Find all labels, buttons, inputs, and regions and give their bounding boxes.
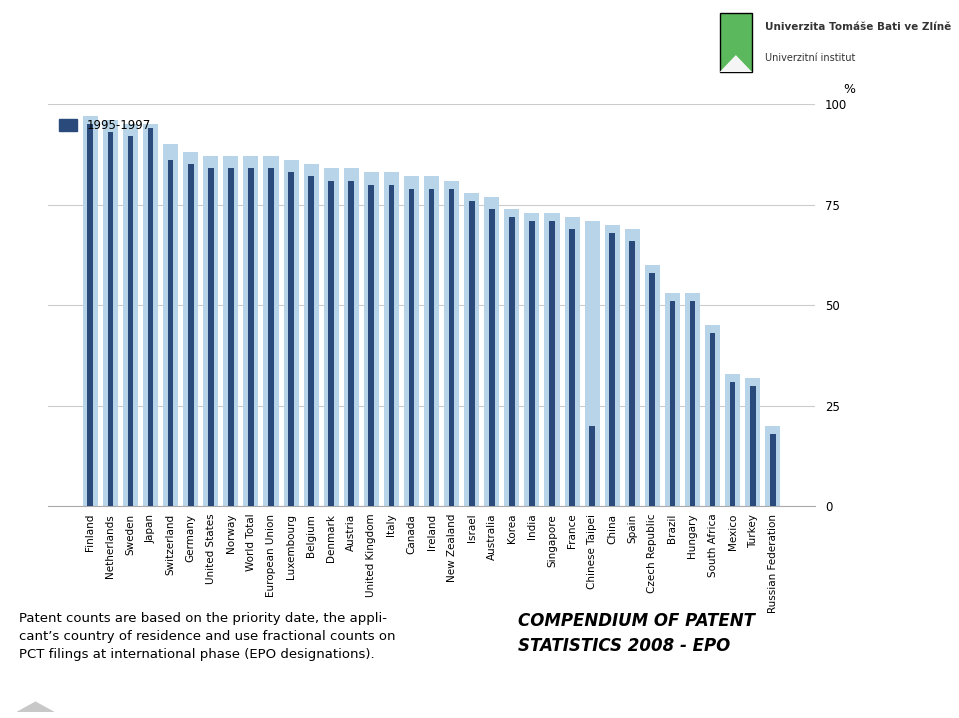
Bar (644, 265, 660, 506)
FancyBboxPatch shape (719, 13, 752, 72)
Bar (343, 169, 359, 506)
Text: COMPENDIUM OF PATENT
STATISTICS 2008 - EPO: COMPENDIUM OF PATENT STATISTICS 2008 - E… (518, 612, 755, 656)
Bar (469, 200, 475, 506)
Bar (710, 333, 715, 506)
Bar (545, 213, 559, 506)
Bar (388, 185, 394, 506)
Bar (489, 209, 495, 506)
Bar (148, 129, 153, 506)
Bar (163, 144, 178, 506)
Bar (745, 378, 760, 506)
Bar (484, 197, 500, 506)
Bar (289, 172, 293, 506)
Bar (324, 169, 339, 506)
Bar (509, 217, 515, 506)
Bar (368, 185, 374, 506)
Bar (87, 124, 93, 506)
Bar (103, 120, 118, 506)
Bar (504, 209, 520, 506)
Bar (690, 301, 695, 506)
Bar (649, 273, 655, 506)
Bar (284, 160, 298, 506)
Bar (248, 169, 254, 506)
Bar (409, 189, 414, 506)
Bar (228, 169, 234, 506)
Bar (107, 132, 113, 506)
Bar (404, 177, 419, 506)
Bar (304, 164, 318, 506)
Bar (424, 177, 439, 506)
Bar (565, 217, 579, 506)
Bar (765, 426, 781, 506)
Bar (264, 157, 278, 506)
Text: Patent counts are based on the priority date, the appli-
cant’s country of resid: Patent counts are based on the priority … (19, 612, 396, 661)
Bar (570, 229, 574, 506)
Text: Univerzitní institut: Univerzitní institut (764, 52, 854, 62)
Bar (82, 116, 98, 506)
Bar (529, 220, 535, 506)
Bar (629, 241, 635, 506)
Bar (223, 157, 239, 506)
Bar (269, 169, 274, 506)
Bar (449, 189, 455, 506)
Bar (669, 301, 675, 506)
Text: PATENTENTOVÁ  AKTIVITA - PRŮMYSL. SUBJEKTŮ – PCT, EP: PATENTENTOVÁ AKTIVITA - PRŮMYSL. SUBJEKT… (17, 32, 587, 53)
Text: Univerzita Tomáše Bati ve Zlíně: Univerzita Tomáše Bati ve Zlíně (764, 22, 950, 32)
Bar (143, 124, 158, 506)
Text: %: % (844, 83, 855, 96)
Legend: 1995-1997: 1995-1997 (55, 114, 155, 136)
Bar (123, 124, 138, 506)
Bar (605, 225, 620, 506)
Bar (308, 177, 314, 506)
Bar (168, 160, 174, 506)
Bar (128, 136, 133, 506)
Bar (444, 180, 459, 506)
Polygon shape (17, 702, 54, 712)
Bar (750, 386, 756, 506)
Bar (244, 157, 258, 506)
Bar (183, 152, 199, 506)
Bar (363, 172, 379, 506)
Bar (609, 233, 615, 506)
Bar (384, 172, 399, 506)
Bar (665, 293, 680, 506)
Bar (585, 220, 599, 506)
Bar (429, 189, 434, 506)
Bar (525, 213, 539, 506)
Bar (705, 325, 720, 506)
Bar (589, 426, 595, 506)
Bar (725, 373, 740, 506)
Bar (685, 293, 700, 506)
Polygon shape (719, 55, 752, 72)
Bar (550, 220, 555, 506)
Bar (188, 164, 194, 506)
Bar (208, 169, 214, 506)
Bar (348, 180, 354, 506)
Bar (203, 157, 219, 506)
Bar (770, 434, 776, 506)
Bar (464, 192, 480, 506)
Bar (730, 381, 736, 506)
Bar (328, 180, 334, 506)
Bar (624, 229, 640, 506)
